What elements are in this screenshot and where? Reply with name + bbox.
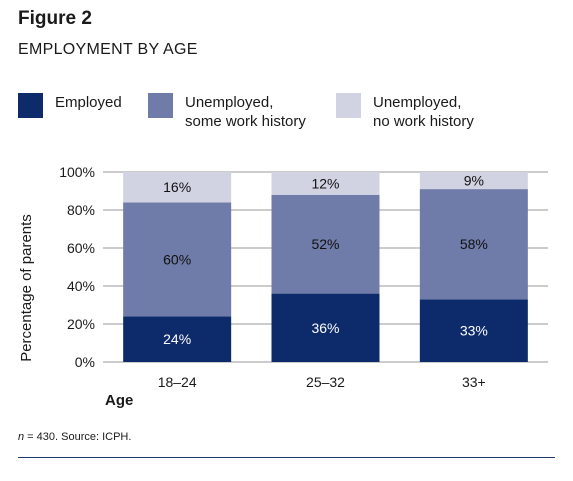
bar-segment: [271, 194, 380, 294]
legend-item-unemployed-some: Unemployed, some work history: [148, 93, 306, 131]
y-tick-label: 60%: [67, 240, 95, 256]
x-tick-label: 33+: [462, 374, 486, 390]
footnote-n: n: [18, 431, 25, 443]
data-label: 36%: [311, 320, 339, 336]
legend-swatch-unemployed-some: [148, 93, 173, 118]
bar-segment: [123, 172, 232, 203]
x-axis-title: Age: [105, 392, 133, 409]
x-tick-label: 18–24: [158, 374, 197, 390]
bar-segment: [271, 293, 380, 362]
bar-segment: [419, 189, 528, 300]
legend-item-employed: Employed: [18, 93, 122, 118]
y-tick-label: 20%: [67, 316, 95, 332]
legend-label-employed: Employed: [55, 94, 122, 111]
y-tick-label: 80%: [67, 202, 95, 218]
data-label: 16%: [163, 179, 191, 195]
data-label: 60%: [163, 251, 191, 267]
data-label: 24%: [163, 331, 191, 347]
legend-swatch-unemployed-none: [336, 93, 361, 118]
footnote-text: = 430. Source: ICPH.: [24, 431, 132, 443]
legend-swatch-employed: [18, 93, 43, 118]
y-tick-label: 0%: [75, 354, 95, 370]
bar-segment: [123, 202, 232, 317]
chart-title: EMPLOYMENT BY AGE: [18, 41, 198, 58]
legend-label-unemployed-some: Unemployed, some work history: [185, 94, 306, 130]
data-label: 33%: [460, 323, 488, 339]
footnote: n = 430. Source: ICPH.: [18, 431, 131, 443]
bar-segment: [419, 172, 528, 190]
data-label: 9%: [464, 173, 484, 189]
figure-label: Figure 2: [18, 8, 92, 29]
data-label: 12%: [311, 175, 339, 191]
y-tick-label: 40%: [67, 278, 95, 294]
bottom-rule: [18, 457, 555, 458]
bar-segment: [419, 299, 528, 362]
y-tick-label: 100%: [59, 164, 95, 180]
legend-item-unemployed-none: Unemployed, no work history: [336, 93, 474, 131]
bar-segment: [123, 316, 232, 362]
legend-label-unemployed-none: Unemployed, no work history: [373, 94, 474, 130]
data-label: 52%: [311, 236, 339, 252]
x-tick-label: 25–32: [306, 374, 345, 390]
y-axis-title: Percentage of parents: [18, 214, 35, 362]
bar-segment: [271, 172, 380, 195]
data-label: 58%: [460, 236, 488, 252]
